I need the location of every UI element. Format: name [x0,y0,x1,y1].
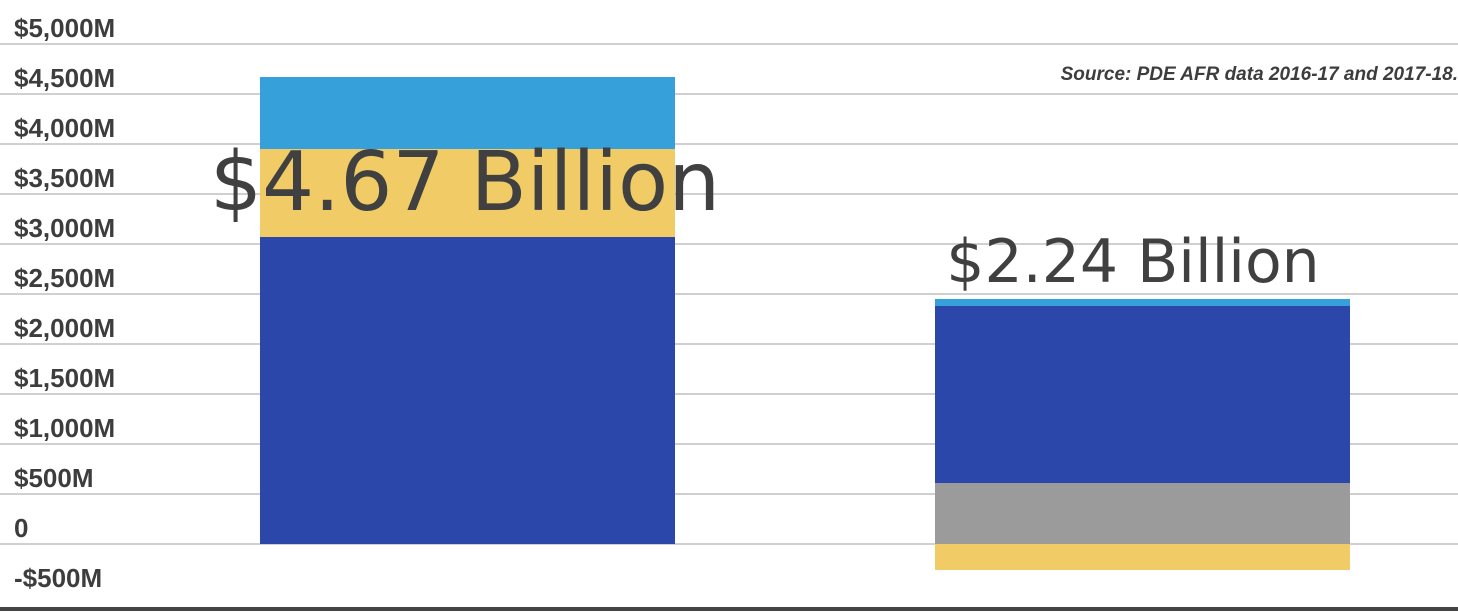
total-labels: $4.67 Billion $2.24 Billion [210,135,1320,297]
bar-segment-light_blue [935,299,1350,306]
bar-segment-gold [935,544,1350,570]
bar-2 [935,299,1350,570]
y-tick-label: $3,000M [14,213,115,243]
bar-segment-dark_blue [935,306,1350,483]
bar-total-label: $2.24 Billion [946,227,1319,297]
y-tick-label: $3,500M [14,163,115,193]
bar-segment-dark_blue [260,237,675,544]
y-tick-label: $2,000M [14,313,115,343]
bar-1 [260,77,675,544]
y-axis-tick-labels: $5,000M $4,500M $4,000M $3,500M $3,000M $2,50… [14,13,115,593]
y-tick-label: -$500M [14,563,102,593]
bar-segment-light_blue [260,77,675,149]
y-tick-label: $500M [14,463,94,493]
source-note: Source: PDE AFR data 2016-17 and 2017-18… [1061,64,1458,85]
bars [260,77,1350,570]
y-tick-label: $1,000M [14,413,115,443]
y-tick-label: $4,500M [14,63,115,93]
y-tick-label: 0 [14,513,28,543]
bar-segment-gold [260,149,675,237]
y-tick-label: $4,000M [14,113,115,143]
y-tick-label: $2,500M [14,263,115,293]
y-tick-label: $5,000M [14,13,115,43]
bar-total-label: $4.67 Billion [210,135,720,230]
bar-segment-gray [935,483,1350,544]
y-tick-label: $1,500M [14,363,115,393]
